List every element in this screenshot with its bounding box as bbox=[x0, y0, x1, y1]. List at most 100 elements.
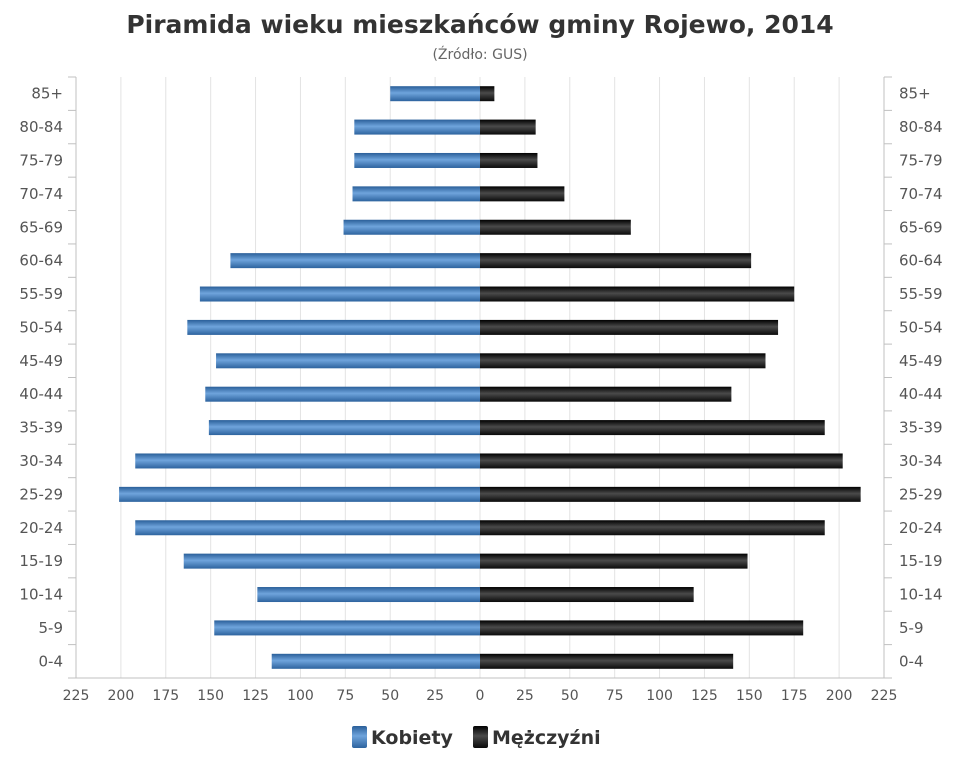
bar-mezczyzni-50-54[interactable] bbox=[480, 319, 779, 335]
category-label-left: 5-9 bbox=[39, 619, 64, 637]
category-label-left: 10-14 bbox=[19, 586, 63, 604]
x-tick-label: 150 bbox=[197, 688, 224, 704]
category-label-right: 0-4 bbox=[899, 652, 924, 670]
bar-mezczyzni-30-34[interactable] bbox=[480, 453, 843, 469]
bar-kobiety-30-34[interactable] bbox=[135, 453, 480, 469]
bars bbox=[119, 86, 861, 669]
category-label-left: 35-39 bbox=[19, 419, 63, 437]
x-tick-label: 125 bbox=[242, 688, 269, 704]
category-label-right: 50-54 bbox=[899, 318, 943, 336]
bar-kobiety-70-74[interactable] bbox=[352, 186, 480, 202]
x-tick-label: 100 bbox=[646, 688, 673, 704]
category-label-right: 60-64 bbox=[899, 252, 943, 270]
chart-subtitle: (Źródło: GUS) bbox=[432, 45, 527, 63]
category-label-right: 80-84 bbox=[899, 118, 943, 136]
bar-mezczyzni-80-84[interactable] bbox=[480, 119, 536, 135]
bar-kobiety-55-59[interactable] bbox=[199, 286, 481, 302]
x-tick-label: 200 bbox=[108, 688, 135, 704]
category-label-right: 40-44 bbox=[899, 385, 943, 403]
bar-mezczyzni-60-64[interactable] bbox=[480, 253, 752, 269]
bar-mezczyzni-45-49[interactable] bbox=[480, 353, 766, 369]
bar-mezczyzni-15-19[interactable] bbox=[480, 553, 748, 569]
x-tick-label: 100 bbox=[287, 688, 314, 704]
category-label-left: 30-34 bbox=[19, 452, 63, 470]
category-label-left: 70-74 bbox=[19, 185, 63, 203]
category-label-right: 30-34 bbox=[899, 452, 943, 470]
grid-lines bbox=[75, 77, 885, 678]
category-label-left: 75-79 bbox=[19, 151, 63, 169]
legend-item-kobiety[interactable]: Kobiety bbox=[352, 726, 454, 749]
bar-kobiety-45-49[interactable] bbox=[216, 353, 480, 369]
bar-kobiety-20-24[interactable] bbox=[135, 520, 480, 536]
bar-kobiety-10-14[interactable] bbox=[257, 587, 480, 603]
category-label-right: 45-49 bbox=[899, 352, 943, 370]
bar-mezczyzni-75-79[interactable] bbox=[480, 152, 538, 168]
category-label-left: 25-29 bbox=[19, 485, 63, 503]
x-tick-label: 75 bbox=[606, 688, 624, 704]
category-label-right: 15-19 bbox=[899, 552, 943, 570]
category-label-right: 75-79 bbox=[899, 151, 943, 169]
x-tick-label: 125 bbox=[691, 688, 718, 704]
bar-kobiety-65-69[interactable] bbox=[343, 219, 480, 235]
x-tick-label: 175 bbox=[152, 688, 179, 704]
category-label-left: 40-44 bbox=[19, 385, 63, 403]
category-label-left: 20-24 bbox=[19, 519, 63, 537]
x-tick-label: 225 bbox=[871, 688, 898, 704]
category-label-left: 80-84 bbox=[19, 118, 63, 136]
category-label-right: 55-59 bbox=[899, 285, 943, 303]
bar-mezczyzni-35-39[interactable] bbox=[480, 420, 825, 436]
category-label-left: 85+ bbox=[31, 85, 63, 103]
legend[interactable]: Kobiety Mężczyźni bbox=[352, 726, 601, 749]
bar-mezczyzni-65-69[interactable] bbox=[480, 219, 631, 235]
bar-kobiety-75-79[interactable] bbox=[354, 152, 480, 168]
category-label-left: 0-4 bbox=[39, 652, 64, 670]
x-tick-label: 50 bbox=[561, 688, 579, 704]
x-tick-label: 175 bbox=[781, 688, 808, 704]
bar-mezczyzni-40-44[interactable] bbox=[480, 386, 732, 402]
bar-kobiety-25-29[interactable] bbox=[119, 486, 481, 502]
x-tick-labels: 225 200 175 150 125 100 75 50 25 0 25 50 75 100 125 150… bbox=[63, 688, 898, 704]
category-label-right: 70-74 bbox=[899, 185, 943, 203]
bar-mezczyzni-25-29[interactable] bbox=[480, 486, 861, 502]
legend-item-mezczyzni[interactable]: Mężczyźni bbox=[473, 726, 601, 749]
chart-title: Piramida wieku mieszkańców gminy Rojewo,… bbox=[126, 10, 833, 39]
category-label-right: 20-24 bbox=[899, 519, 943, 537]
category-label-right: 35-39 bbox=[899, 419, 943, 437]
bar-mezczyzni-10-14[interactable] bbox=[480, 587, 694, 603]
category-labels: 0-4 0-4 5-9 5-9 10-14 10-14 15-19 15-19 20-24 20-… bbox=[19, 85, 942, 671]
bar-kobiety-40-44[interactable] bbox=[205, 386, 480, 402]
category-label-left: 45-49 bbox=[19, 352, 63, 370]
x-tick-label: 150 bbox=[736, 688, 763, 704]
bar-mezczyzni-0-4[interactable] bbox=[480, 653, 734, 669]
bar-kobiety-35-39[interactable] bbox=[208, 420, 481, 436]
bar-mezczyzni-20-24[interactable] bbox=[480, 520, 825, 536]
bar-kobiety-5-9[interactable] bbox=[214, 620, 480, 636]
category-label-right: 85+ bbox=[899, 85, 931, 103]
category-label-right: 10-14 bbox=[899, 586, 943, 604]
category-label-right: 5-9 bbox=[899, 619, 924, 637]
bar-kobiety-50-54[interactable] bbox=[187, 319, 480, 335]
x-tick-label: 75 bbox=[336, 688, 354, 704]
legend-swatch bbox=[473, 726, 488, 748]
bar-kobiety-80-84[interactable] bbox=[354, 119, 480, 135]
category-label-left: 65-69 bbox=[19, 218, 63, 236]
x-tick-label: 25 bbox=[426, 688, 444, 704]
axes bbox=[68, 76, 892, 679]
bar-kobiety-85+[interactable] bbox=[390, 86, 480, 102]
x-tick-label: 200 bbox=[826, 688, 853, 704]
category-label-left: 60-64 bbox=[19, 252, 63, 270]
bar-mezczyzni-55-59[interactable] bbox=[480, 286, 795, 302]
x-tick-label: 225 bbox=[63, 688, 90, 704]
bar-kobiety-0-4[interactable] bbox=[271, 653, 480, 669]
category-label-left: 50-54 bbox=[19, 318, 63, 336]
category-label-left: 15-19 bbox=[19, 552, 63, 570]
category-label-right: 65-69 bbox=[899, 218, 943, 236]
bar-mezczyzni-85+[interactable] bbox=[480, 86, 495, 102]
x-tick-label: 0 bbox=[476, 688, 485, 704]
bar-kobiety-60-64[interactable] bbox=[230, 253, 480, 269]
legend-label: Mężczyźni bbox=[492, 727, 601, 749]
bar-mezczyzni-70-74[interactable] bbox=[480, 186, 565, 202]
bar-mezczyzni-5-9[interactable] bbox=[480, 620, 804, 636]
bar-kobiety-15-19[interactable] bbox=[183, 553, 480, 569]
